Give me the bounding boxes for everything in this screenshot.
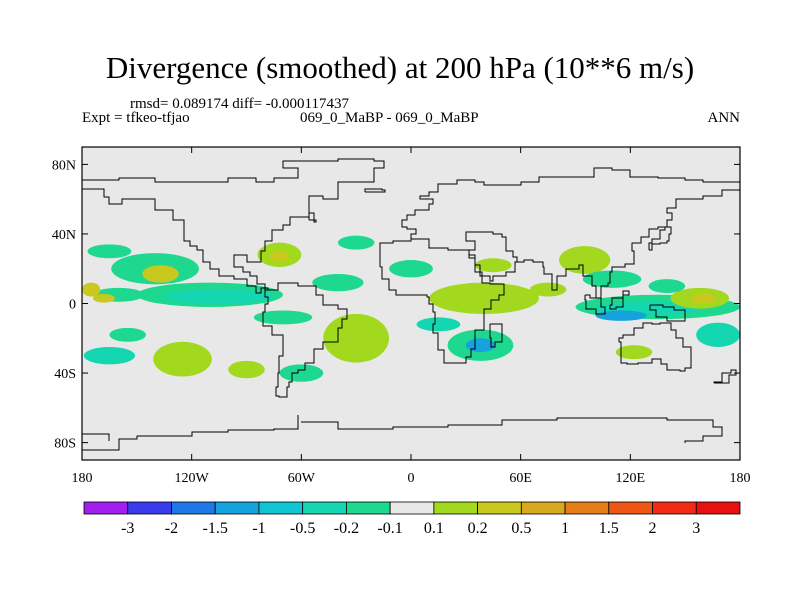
colorbar-label-4: -0.5 <box>290 520 315 537</box>
y-tick-label-1: 40N <box>52 228 76 243</box>
colorbar-box-8 <box>433 501 479 515</box>
anomaly-blob-29 <box>595 310 647 321</box>
anomaly-blob-2 <box>142 265 179 283</box>
colorbar-box-10 <box>520 501 566 515</box>
anomaly-blob-20 <box>474 258 512 273</box>
colorbar-label-9: 0.5 <box>511 520 531 537</box>
anomaly-blob-33 <box>615 345 653 360</box>
colorbar-label-11: 1.5 <box>599 520 619 537</box>
anomaly-blob-32 <box>696 322 740 347</box>
coastline-2 <box>393 167 740 242</box>
anomaly-blob-17 <box>337 235 375 250</box>
colorbar-label-3: -1 <box>252 520 265 537</box>
colorbar-box-12 <box>608 501 653 515</box>
anomaly-blob-11 <box>109 327 146 342</box>
season-label: ANN <box>707 110 741 126</box>
x-tick-label-0: 180 <box>72 471 93 486</box>
coastline-12 <box>308 212 317 223</box>
y-tick-label-3: 40S <box>54 367 76 382</box>
anomaly-blob-8 <box>270 251 289 262</box>
coastline-7 <box>618 322 692 372</box>
rmsd-text: rmsd= 0.089174 diff= -0.000117437 <box>130 96 349 112</box>
anomaly-blob-14 <box>323 313 390 363</box>
colorbar-box-4 <box>258 501 304 515</box>
coastline-15 <box>82 415 299 451</box>
coastline-1 <box>262 282 348 398</box>
coastline-10 <box>649 304 686 322</box>
anomaly-blob-31 <box>690 293 717 304</box>
anomaly-blob-0 <box>87 244 132 259</box>
x-tick-label-2: 60W <box>288 471 316 486</box>
colorbar-box-3 <box>214 501 260 515</box>
x-tick-label-3: 0 <box>408 471 415 486</box>
coastline-14 <box>301 417 723 443</box>
anomaly-blob-18 <box>389 260 433 278</box>
anomaly-blob-4 <box>92 293 115 303</box>
anomaly-blob-9 <box>312 273 364 292</box>
coastline-9 <box>609 290 630 310</box>
coastline-4 <box>489 323 503 348</box>
y-tick-label-2: 0 <box>69 298 76 313</box>
anomaly-blob-12 <box>83 346 136 365</box>
colorbar-box-14 <box>695 501 741 515</box>
colorbar-label-0: -3 <box>121 520 134 537</box>
anomaly-blob-15 <box>228 360 265 379</box>
colorbar-label-10: 1 <box>561 520 569 537</box>
colorbar-label-12: 2 <box>649 520 657 537</box>
coastline-5 <box>465 231 518 282</box>
colorbar-box-5 <box>302 501 347 515</box>
anomaly-blob-19 <box>429 282 539 314</box>
coastline-3 <box>379 238 505 364</box>
anomaly-blob-13 <box>153 341 212 377</box>
anomaly-blob-24 <box>529 282 567 297</box>
colorbar-box-7 <box>389 501 435 515</box>
colorbar-label-7: 0.1 <box>424 520 444 537</box>
x-tick-label-6: 180 <box>730 471 751 486</box>
x-tick-label-5: 120E <box>616 471 646 486</box>
coastline-layer <box>82 158 740 451</box>
colorbar-label-8: 0.2 <box>468 520 488 537</box>
anomaly-blob-21 <box>416 317 461 332</box>
anomaly-blob-34 <box>648 279 686 294</box>
colorbar-label-6: -0.1 <box>377 520 402 537</box>
anomaly-layer <box>82 235 740 382</box>
experiment-label: Expt = tfkeo-tfjao <box>82 110 190 126</box>
coastline-0 <box>82 158 385 294</box>
y-tick-label-0: 80N <box>52 158 76 173</box>
coastline-17 <box>82 433 110 441</box>
axis-ticks: 180 120W 60W 0 60E 120E 180 80N 40N 0 40S 80S <box>52 147 751 486</box>
anomaly-blob-35 <box>82 282 101 297</box>
colorbar-label-2: -1.5 <box>203 520 228 537</box>
colorbar-label-13: 3 <box>692 520 700 537</box>
colorbar-box-6 <box>345 501 391 515</box>
x-tick-label-1: 120W <box>175 471 210 486</box>
colorbar-box-9 <box>477 501 522 515</box>
anomaly-blob-16 <box>279 364 324 382</box>
colorbar-box-2 <box>171 501 216 515</box>
case-label: 069_0_MaBP - 069_0_MaBP <box>300 110 479 126</box>
anomaly-blob-6 <box>164 289 274 304</box>
colorbar-box-11 <box>564 501 610 515</box>
coastline-11 <box>648 226 672 251</box>
colorbar-box-0 <box>83 501 129 515</box>
anomaly-blob-10 <box>253 310 313 325</box>
coastline-13 <box>364 188 386 193</box>
coastline-8 <box>584 294 606 315</box>
colorbar: -3 -2 -1.5 -1 -0.5 -0.2 -0.1 0.1 0.2 0.5 1 1.5 2 3 <box>83 501 741 537</box>
colorbar-label-1: -2 <box>165 520 178 537</box>
x-tick-label-4: 60E <box>509 471 532 486</box>
coastline-6 <box>517 189 740 302</box>
colorbar-box-1 <box>127 501 172 515</box>
anomaly-blob-25 <box>559 246 611 274</box>
y-tick-label-4: 80S <box>54 437 76 452</box>
anomaly-blob-26 <box>582 270 642 288</box>
colorbar-label-5: -0.2 <box>334 520 359 537</box>
coastline-16 <box>713 369 737 384</box>
colorbar-box-13 <box>652 501 697 515</box>
chart-title: Divergence (smoothed) at 200 hPa (10**6 … <box>105 50 695 85</box>
